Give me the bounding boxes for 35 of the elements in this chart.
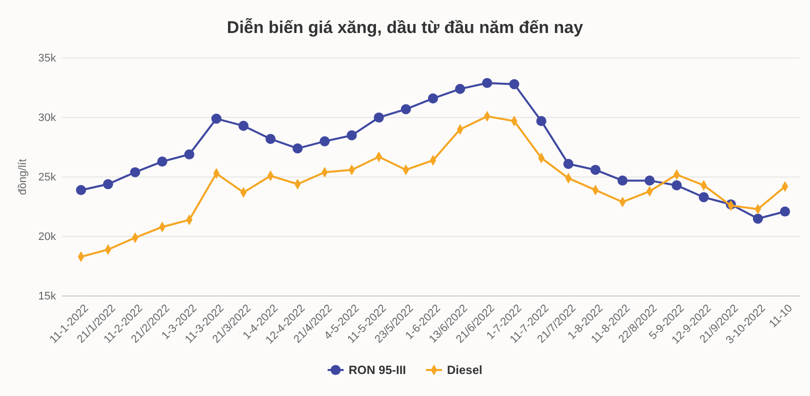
y-tick-label: 15k xyxy=(38,290,56,303)
point xyxy=(211,114,222,124)
point xyxy=(482,78,492,88)
point xyxy=(374,112,384,123)
point xyxy=(698,192,709,202)
legend-label: Diesel xyxy=(447,363,482,378)
point xyxy=(672,180,682,190)
point xyxy=(536,116,546,126)
point xyxy=(320,136,330,146)
y-tick-label: 20k xyxy=(38,231,56,244)
legend-label: RON 95-III xyxy=(348,363,406,378)
point xyxy=(184,149,194,160)
y-axis-title: đồng/lít xyxy=(17,158,29,196)
point xyxy=(346,130,357,140)
point xyxy=(563,158,574,169)
point xyxy=(265,134,276,144)
chart-title: Diễn biến giá xăng, dầu từ đầu năm đến nay xyxy=(226,18,584,37)
point xyxy=(455,84,466,94)
y-tick-label: 25k xyxy=(38,172,56,184)
point xyxy=(617,176,628,186)
point xyxy=(509,79,520,90)
point xyxy=(76,185,86,196)
y-tick-label: 30k xyxy=(38,112,56,124)
point xyxy=(238,120,249,131)
point xyxy=(157,156,168,167)
point xyxy=(103,179,114,190)
point xyxy=(400,104,411,114)
point xyxy=(130,167,140,178)
y-tick-label: 35k xyxy=(38,52,56,65)
point xyxy=(590,164,601,175)
point xyxy=(292,143,303,154)
point xyxy=(428,93,438,104)
point xyxy=(644,176,655,186)
point xyxy=(752,214,763,224)
point xyxy=(780,206,790,217)
